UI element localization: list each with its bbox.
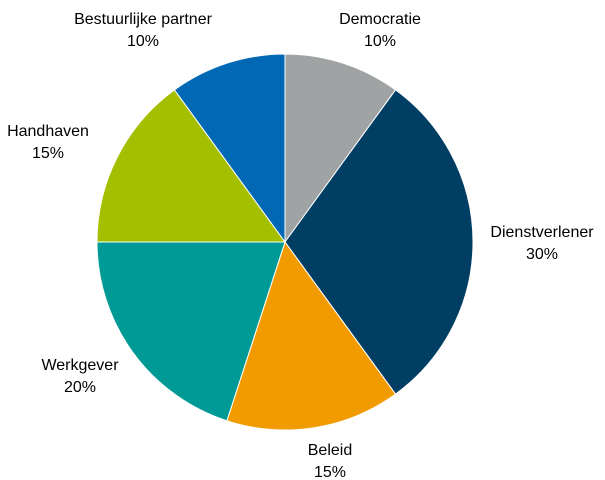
slice-value-label: 15%	[314, 464, 346, 480]
pie-slice-bestuurlijke-partner	[173, 53, 286, 244]
slice-value-label: 15%	[32, 145, 64, 162]
slice-label-dienstverlener: Dienstverlener 30%	[490, 224, 594, 263]
slice-name-label: Werkgever	[41, 357, 119, 374]
labels-layer: Democratie 10% Dienstverlener 30% Beleid 15% W…	[7, 11, 594, 480]
slice-label-werkgever: Werkgever 20%	[41, 357, 119, 396]
slice-value-label: 10%	[127, 33, 159, 50]
pie-slice-democratie	[284, 53, 397, 244]
slice-label-democratie: Democratie 10%	[339, 11, 421, 50]
slice-value-label: 10%	[364, 33, 396, 50]
slice-name-label: Dienstverlener	[490, 224, 594, 241]
slice-name-label: Beleid	[308, 442, 352, 459]
slice-name-label: Handhaven	[7, 123, 89, 140]
slice-value-label: 20%	[64, 379, 96, 396]
slice-value-label: 30%	[526, 246, 558, 263]
pie-slice-dienstverlener	[284, 89, 474, 395]
slice-name-label: Bestuurlijke partner	[74, 11, 213, 28]
slice-name-label: Democratie	[339, 11, 421, 28]
slice-label-bestuurlijke-partner: Bestuurlijke partner 10%	[74, 11, 213, 50]
slices-layer	[96, 53, 474, 431]
slice-label-beleid: Beleid 15%	[308, 442, 352, 480]
pie-slice-beleid	[226, 240, 397, 431]
pie-slice-werkgever	[96, 241, 286, 422]
slice-label-handhaven: Handhaven 15%	[7, 123, 89, 162]
pie-slice-handhaven	[96, 89, 286, 243]
